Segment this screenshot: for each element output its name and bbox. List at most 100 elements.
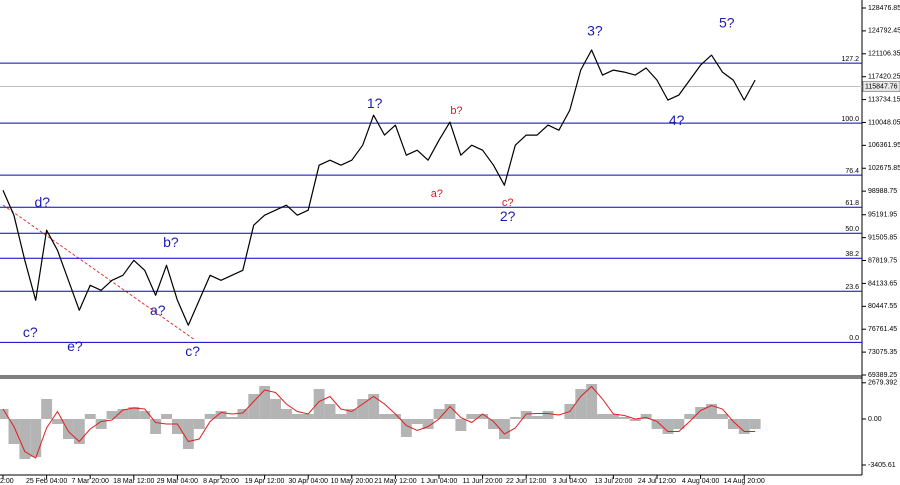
osc-bar [608, 414, 619, 419]
osc-bar [357, 399, 369, 419]
osc-bar [379, 414, 390, 419]
osc-bar [30, 419, 42, 457]
x-tick-label: 7 Mar 20:00 [72, 478, 109, 485]
osc-bar [8, 419, 20, 444]
osc-bar [139, 411, 151, 419]
fib-label: 38.2 [845, 251, 859, 258]
osc-bar [84, 414, 96, 419]
osc-bar [324, 404, 336, 419]
wave-label: b? [163, 234, 179, 250]
osc-bar [717, 414, 728, 419]
wave-label: c? [502, 197, 514, 209]
y-tick-label: 128476.85 [868, 5, 900, 12]
x-tick-label: 3 Jul 04:00 [553, 478, 587, 485]
osc-y-tick-label: -3405.61 [868, 462, 896, 469]
x-tick-label: 25 Feb 04:00 [26, 478, 67, 485]
osc-bar [0, 409, 9, 419]
osc-bar [706, 404, 717, 419]
osc-bar [302, 414, 314, 419]
osc-bar [106, 411, 118, 419]
osc-bar [150, 419, 162, 434]
osc-bar [466, 414, 478, 419]
osc-bar [193, 419, 205, 429]
osc-bar [291, 414, 303, 419]
wave-label: b? [450, 105, 462, 117]
osc-y-tick-label: 2679.392 [868, 380, 897, 387]
osc-bar [597, 414, 608, 419]
osc-bar [673, 419, 685, 429]
osc-bar [684, 414, 696, 419]
y-tick-label: 95191.95 [868, 212, 897, 219]
wave-label: 2? [500, 208, 516, 224]
osc-bar [411, 419, 423, 424]
osc-bar [117, 409, 129, 419]
osc-bar [629, 419, 641, 421]
osc-bar [499, 419, 510, 439]
wave-label: 5? [719, 15, 735, 31]
osc-bar [41, 399, 53, 419]
osc-bar [226, 417, 238, 419]
x-tick-label: 13 Jul 20:00 [594, 478, 632, 485]
osc-bar [477, 414, 489, 419]
osc-bar [509, 417, 521, 419]
osc-y-tick-label: 0.00 [868, 416, 882, 423]
y-tick-label: 113734.15 [868, 96, 900, 103]
osc-bar [400, 419, 412, 437]
x-tick-label: 30 Apr 04:00 [288, 478, 328, 485]
wave-label: e? [67, 338, 83, 354]
fib-label: 0.0 [849, 335, 859, 342]
fib-label: 76.4 [845, 168, 859, 175]
osc-bar [215, 411, 227, 419]
osc-bar [444, 404, 456, 419]
osc-bar [640, 414, 652, 419]
y-tick-label: 98988.75 [868, 188, 897, 195]
x-tick-label: 8 Apr 20:00 [203, 478, 239, 485]
osc-bar [695, 407, 707, 419]
osc-bar [346, 409, 358, 419]
osc-bar [727, 419, 739, 429]
osc-bar [520, 411, 532, 419]
osc-bar [248, 394, 260, 419]
y-tick-label: 69389.25 [868, 372, 897, 379]
osc-bar [531, 416, 543, 419]
y-tick-label: 117420.25 [868, 74, 900, 81]
fib-label: 127.2 [841, 56, 859, 63]
osc-bar [738, 419, 750, 434]
osc-bar [281, 409, 292, 419]
osc-bar [368, 394, 380, 419]
y-tick-label: 76761.45 [868, 326, 897, 333]
current-price-box [862, 80, 900, 92]
osc-bar [586, 384, 598, 419]
osc-bar [662, 419, 674, 434]
osc-bar [618, 417, 630, 419]
y-tick-label: 84133.65 [868, 280, 897, 287]
current-price-label: 115847.76 [865, 83, 898, 90]
osc-bar [390, 414, 401, 419]
osc-bar [488, 419, 499, 429]
wave-label: a? [150, 302, 166, 318]
osc-bar [128, 407, 140, 419]
x-tick-label: 24 Jul 12:00 [638, 478, 676, 485]
x-tick-label: 21 May 12:00 [374, 478, 417, 485]
x-tick-label: 14 Aug 20:00 [724, 478, 765, 485]
wave-label: c? [23, 324, 38, 340]
osc-bar [161, 414, 172, 419]
osc-bar [313, 389, 325, 419]
y-tick-label: 102675.85 [868, 165, 900, 172]
osc-bar [52, 419, 63, 424]
x-tick-label: 10 May 20:00 [331, 478, 374, 485]
x-tick-label: 4 Aug 04:00 [682, 478, 719, 485]
x-tick-label: 11 Jun 20:00 [463, 478, 503, 485]
osc-bar [749, 419, 761, 429]
osc-bar [259, 386, 271, 419]
x-tick-label: 19 Apr 12:00 [245, 478, 285, 485]
x-tick-label: 18 Mar 12:00 [113, 478, 154, 485]
osc-bar [433, 409, 445, 419]
osc-bar [422, 419, 434, 429]
osc-bar [455, 419, 467, 431]
osc-bar [73, 419, 85, 444]
osc-bar [270, 399, 281, 419]
y-tick-label: 91505.85 [868, 234, 897, 241]
wave-label: d? [34, 194, 50, 210]
